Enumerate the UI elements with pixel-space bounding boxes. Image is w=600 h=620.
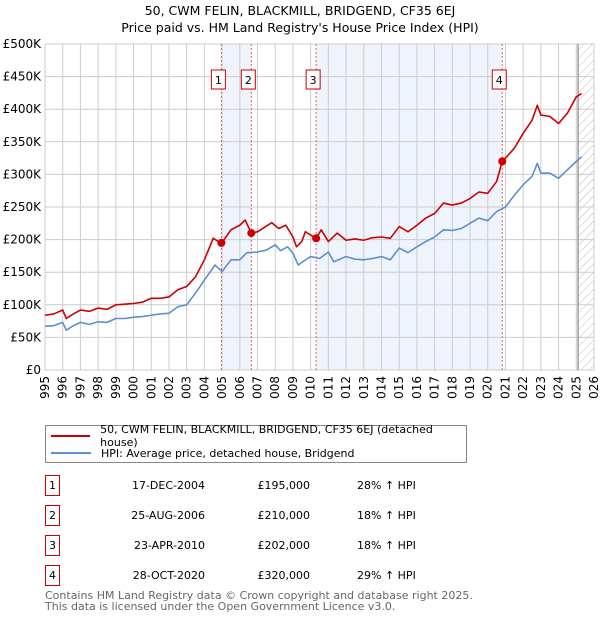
x-tick-label: 2021: [498, 376, 512, 400]
sale-row: 4 28-OCT-2020 £320,000 29% ↑ HPI: [45, 565, 465, 586]
sale-hpi-diff: 18% ↑ HPI: [357, 509, 416, 522]
x-tick-label: 2015: [392, 376, 406, 400]
sale-point: [312, 234, 321, 243]
x-tick-label: 2001: [144, 376, 158, 400]
x-tick-label: 2018: [445, 376, 459, 400]
x-tick-label: 2019: [463, 376, 477, 400]
sale-price: £202,000: [257, 539, 311, 552]
sale-label: 4: [496, 74, 503, 87]
x-tick-label: 2017: [428, 376, 442, 400]
x-tick-label: 1999: [109, 376, 123, 400]
y-tick-label: £250K: [3, 200, 43, 214]
sale-date: 23-APR-2010: [133, 539, 205, 552]
x-tick-label: 1997: [73, 376, 87, 400]
x-tick-label: 2026: [587, 376, 600, 400]
sale-row: 3 23-APR-2010 £202,000 18% ↑ HPI: [45, 535, 465, 556]
x-tick-label: 2013: [357, 376, 371, 400]
sale-point: [217, 238, 226, 247]
x-tick-label: 1996: [56, 376, 70, 400]
legend: 50, CWM FELIN, BLACKMILL, BRIDGEND, CF35…: [45, 423, 467, 463]
x-tick-label: 2006: [233, 376, 247, 400]
x-tick-label: 2011: [321, 376, 335, 400]
sale-label-box: [240, 69, 256, 90]
x-tick-label: 2014: [374, 376, 388, 400]
sale-price: £210,000: [257, 509, 311, 522]
footer-copyright: Contains HM Land Registry data © Crown c…: [45, 589, 473, 602]
hpi-line: [44, 156, 583, 332]
sale-point: [247, 229, 256, 238]
y-tick-label: £300K: [3, 167, 43, 181]
y-tick-label: £0: [26, 363, 41, 377]
sale-price: £320,000: [257, 569, 311, 582]
sale-label-box: [305, 69, 321, 90]
x-tick-label: 2008: [268, 376, 282, 400]
sale-marker-badge: 3: [45, 535, 60, 556]
sale-label-box: [491, 69, 507, 90]
x-tick-label: 1998: [91, 376, 105, 400]
footer-licence: This data is licensed under the Open Gov…: [45, 600, 396, 613]
y-tick-label: £150K: [3, 265, 43, 279]
x-tick-label: 2016: [410, 376, 424, 400]
sale-point: [498, 157, 507, 166]
sale-row: 1 17-DEC-2004 £195,000 28% ↑ HPI: [45, 475, 465, 496]
x-tick-label: 2004: [197, 376, 211, 400]
y-tick-label: £450K: [3, 70, 43, 84]
x-tick-label: 2022: [516, 376, 530, 400]
sale-marker-badge: 2: [45, 505, 60, 526]
y-tick-label: £500K: [3, 37, 43, 51]
x-tick-label: 2025: [569, 376, 583, 400]
sale-date: 28-OCT-2020: [132, 569, 205, 582]
legend-label-hpi: HPI: Average price, detached house, Brid…: [101, 446, 355, 460]
sale-marker-badge: 4: [45, 565, 60, 586]
sale-marker-badge: 1: [45, 475, 60, 496]
sale-date: 25-AUG-2006: [131, 509, 205, 522]
x-tick-label: 1995: [38, 376, 52, 400]
sale-price: £195,000: [257, 479, 311, 492]
sale-label: 3: [310, 74, 317, 87]
x-tick-label: 2023: [534, 376, 548, 400]
sale-hpi-diff: 18% ↑ HPI: [357, 539, 416, 552]
x-tick-label: 2010: [304, 376, 318, 400]
x-tick-label: 2009: [286, 376, 300, 400]
y-tick-label: £200K: [3, 233, 43, 247]
sale-label: 2: [245, 74, 252, 87]
legend-item-property: 50, CWM FELIN, BLACKMILL, BRIDGEND, CF35…: [46, 423, 466, 449]
x-tick-label: 2024: [552, 376, 566, 400]
chart-title-line2: Price paid vs. HM Land Registry's House …: [121, 20, 479, 35]
x-tick-label: 2000: [127, 376, 141, 400]
x-tick-label: 2012: [339, 376, 353, 400]
sale-hpi-diff: 28% ↑ HPI: [357, 479, 416, 492]
x-tick-label: 2020: [481, 376, 495, 400]
plot-border: [44, 43, 595, 371]
y-tick-label: £50K: [10, 330, 42, 344]
y-tick-label: £100K: [3, 298, 43, 312]
sale-label: 1: [215, 74, 222, 87]
y-tick-label: £400K: [3, 102, 43, 116]
chart-title-line1: 50, CWM FELIN, BLACKMILL, BRIDGEND, CF35…: [144, 3, 456, 18]
sale-date: 17-DEC-2004: [131, 479, 205, 492]
legend-item-hpi: HPI: Average price, detached house, Brid…: [46, 445, 354, 461]
x-tick-label: 2007: [251, 376, 265, 400]
x-tick-label: 2003: [180, 376, 194, 400]
y-tick-label: £350K: [3, 135, 43, 149]
legend-label-property: 50, CWM FELIN, BLACKMILL, BRIDGEND, CF35…: [100, 423, 433, 449]
sale-row: 2 25-AUG-2006 £210,000 18% ↑ HPI: [45, 505, 465, 526]
x-tick-label: 2005: [215, 376, 229, 400]
x-tick-label: 2002: [162, 376, 176, 400]
sale-label-box: [210, 69, 226, 90]
legend-swatch-property: [51, 435, 91, 437]
sale-hpi-diff: 29% ↑ HPI: [357, 569, 416, 582]
legend-swatch-hpi: [51, 452, 91, 454]
price-chart: £0 £50K £100K £150K £200K £250K £300K £350K £400…: [3, 37, 600, 400]
